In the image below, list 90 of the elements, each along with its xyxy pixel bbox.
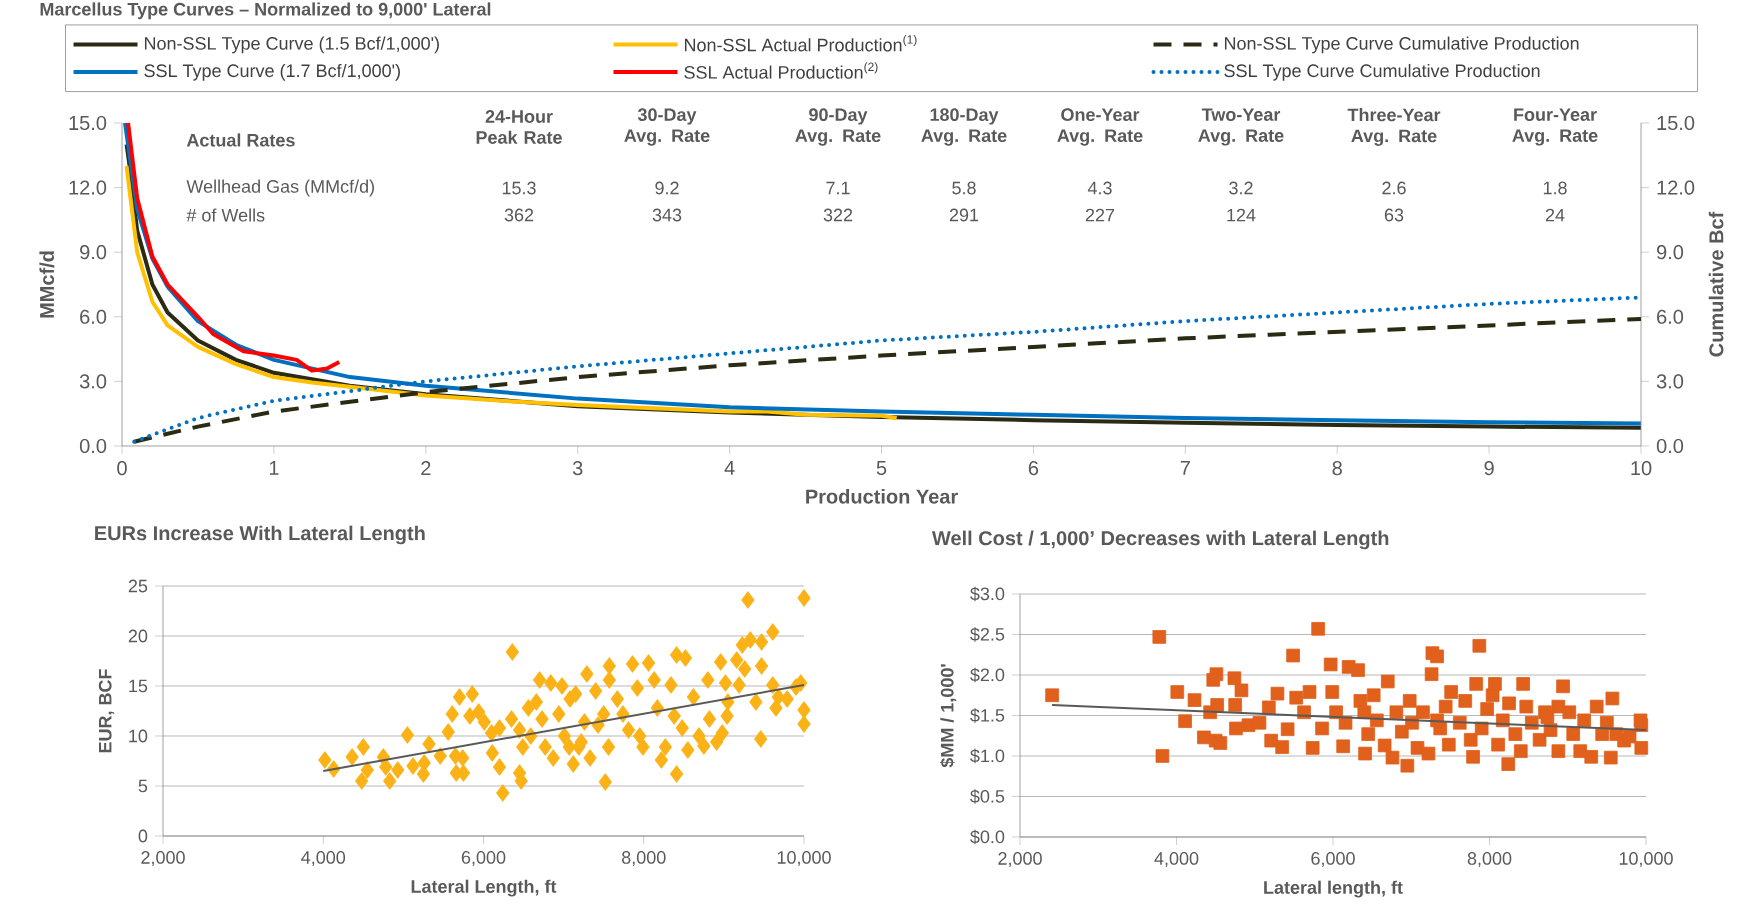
annotation: 1.8 — [1543, 181, 1567, 195]
annotation: Four-Year Avg. Rate — [1512, 108, 1598, 146]
annotation: 90-Day Avg. Rate — [795, 108, 881, 146]
annotation: 4.3 — [1087, 181, 1112, 195]
x-tick-label: 2 — [421, 461, 431, 476]
legend-label: SSL Type Curve Cumulative Production — [1224, 63, 1540, 81]
annotation: Actual Rates — [186, 133, 295, 147]
chart-title: Marcellus Type Curves – Normalized to 9,000' Lateral — [40, 2, 491, 20]
chart-title: Well Cost / 1,000’ Decreases with Lateral Length — [931, 530, 1389, 550]
annotation: Two-Year Avg. Rate — [1198, 108, 1284, 146]
x-tick-label: 4,000 — [301, 851, 346, 866]
y2-tick-label: 15.0 — [1657, 115, 1695, 131]
y-tick-label: 5 — [138, 779, 148, 793]
x-tick-label: 10 — [1631, 461, 1652, 476]
y-tick-label: 15 — [129, 679, 148, 693]
y-tick-label: 9.0 — [80, 245, 107, 260]
annotation: 2.6 — [1382, 181, 1406, 195]
x-tick-label: 4,000 — [1154, 852, 1199, 867]
y-tick-label: 0 — [138, 829, 148, 843]
annotation: 9.2 — [655, 181, 679, 195]
x-tick-label: 1 — [269, 461, 279, 475]
y-tick-label: $2.5 — [970, 627, 1005, 642]
y-tick-label: 3.0 — [79, 374, 107, 389]
annotation: 180-Day Avg. Rate — [921, 108, 1007, 146]
y2-axis-title: Cumulative Bcf — [1708, 211, 1724, 357]
x-tick-label: 8,000 — [622, 851, 666, 866]
x-tick-label: 10,000 — [777, 851, 831, 866]
y-axis-title: MMcf/d — [39, 251, 55, 318]
x-tick-label: 6 — [1028, 461, 1039, 476]
y-tick-label: 25 — [128, 579, 148, 593]
y2-tick-label: 12.0 — [1657, 180, 1695, 195]
x-tick-label: 8 — [1332, 461, 1342, 476]
x-tick-label: 7 — [1180, 461, 1190, 475]
y2-tick-label: 0.0 — [1656, 438, 1684, 454]
y-tick-label: 12.0 — [69, 180, 107, 195]
annotation: 291 — [949, 208, 979, 222]
line-series — [124, 164, 899, 420]
y-tick-label: $1.0 — [970, 748, 1005, 764]
y-axis-title: $MM / 1,000' — [940, 664, 957, 768]
y-tick-label: $3.0 — [970, 586, 1005, 602]
annotation: 3.2 — [1229, 181, 1253, 195]
annotation: 7.1 — [826, 181, 850, 195]
x-tick-label: 4 — [724, 461, 735, 475]
x-tick-label: 6,000 — [1311, 852, 1355, 867]
annotation: 322 — [823, 208, 853, 222]
y2-tick-label: 3.0 — [1656, 374, 1684, 389]
annotation: # of Wells — [186, 208, 265, 222]
annotation: Three-Year Avg. Rate — [1347, 108, 1441, 146]
x-tick-label: 8,000 — [1467, 852, 1512, 867]
y-axis-title: EUR, BCF — [98, 669, 115, 753]
annotation: 343 — [652, 208, 682, 222]
chart-title: EURs Increase With Lateral Length — [95, 525, 425, 545]
y2-tick-label: 9.0 — [1657, 245, 1684, 260]
x-tick-label: 9 — [1484, 461, 1494, 476]
x-tick-label: 2,000 — [141, 851, 185, 866]
y-tick-label: 20 — [128, 629, 148, 643]
legend-label: SSL Type Curve (1.7 Bcf/1,000') — [144, 63, 400, 81]
x-tick-label: 0 — [117, 461, 127, 476]
y-tick-label: 15.0 — [69, 115, 107, 131]
x-axis-title: Production Year — [806, 488, 958, 504]
y-tick-label: 6.0 — [80, 309, 107, 324]
x-tick-label: 6,000 — [461, 851, 506, 866]
annotation: 63 — [1384, 208, 1404, 222]
x-tick-label: 10,000 — [1619, 852, 1673, 867]
y2-tick-label: 6.0 — [1657, 309, 1684, 324]
x-tick-label: 5 — [876, 461, 887, 476]
y-tick-label: $2.0 — [970, 667, 1005, 683]
legend-label: Non-SSL Type Curve Cumulative Production — [1224, 36, 1579, 54]
annotation: 24-Hour Peak Rate — [476, 110, 562, 144]
legend-label: Non-SSL Actual Production$^{(1)}$ — [684, 34, 917, 52]
annotation: 24 — [1545, 208, 1565, 222]
y-tick-label: $0.0 — [970, 829, 1005, 845]
y-tick-label: $1.5 — [970, 708, 1005, 723]
legend-label: SSL Actual Production$^{(2)}$ — [684, 62, 878, 79]
annotation: 15.3 — [502, 181, 536, 195]
annotation: Wellhead Gas (MMcf/d) — [186, 179, 374, 197]
y-tick-label: 0.0 — [79, 438, 107, 454]
annotation: One-Year Avg. Rate — [1057, 108, 1143, 146]
x-tick-label: 2,000 — [998, 852, 1042, 867]
y-tick-label: $0.5 — [970, 789, 1005, 804]
x-axis-title: Lateral Length, ft — [411, 879, 557, 897]
legend-label: Non-SSL Type Curve (1.5 Bcf/1,000') — [144, 36, 439, 54]
annotation: 30-Day Avg. Rate — [624, 108, 710, 146]
annotation: 227 — [1085, 208, 1115, 222]
x-tick-label: 3 — [572, 461, 583, 476]
annotation: 5.8 — [952, 181, 976, 195]
annotation: 124 — [1227, 208, 1256, 222]
x-axis-title: Lateral length, ft — [1264, 880, 1403, 898]
annotation: 362 — [504, 208, 534, 222]
y-tick-label: 10 — [129, 729, 148, 743]
